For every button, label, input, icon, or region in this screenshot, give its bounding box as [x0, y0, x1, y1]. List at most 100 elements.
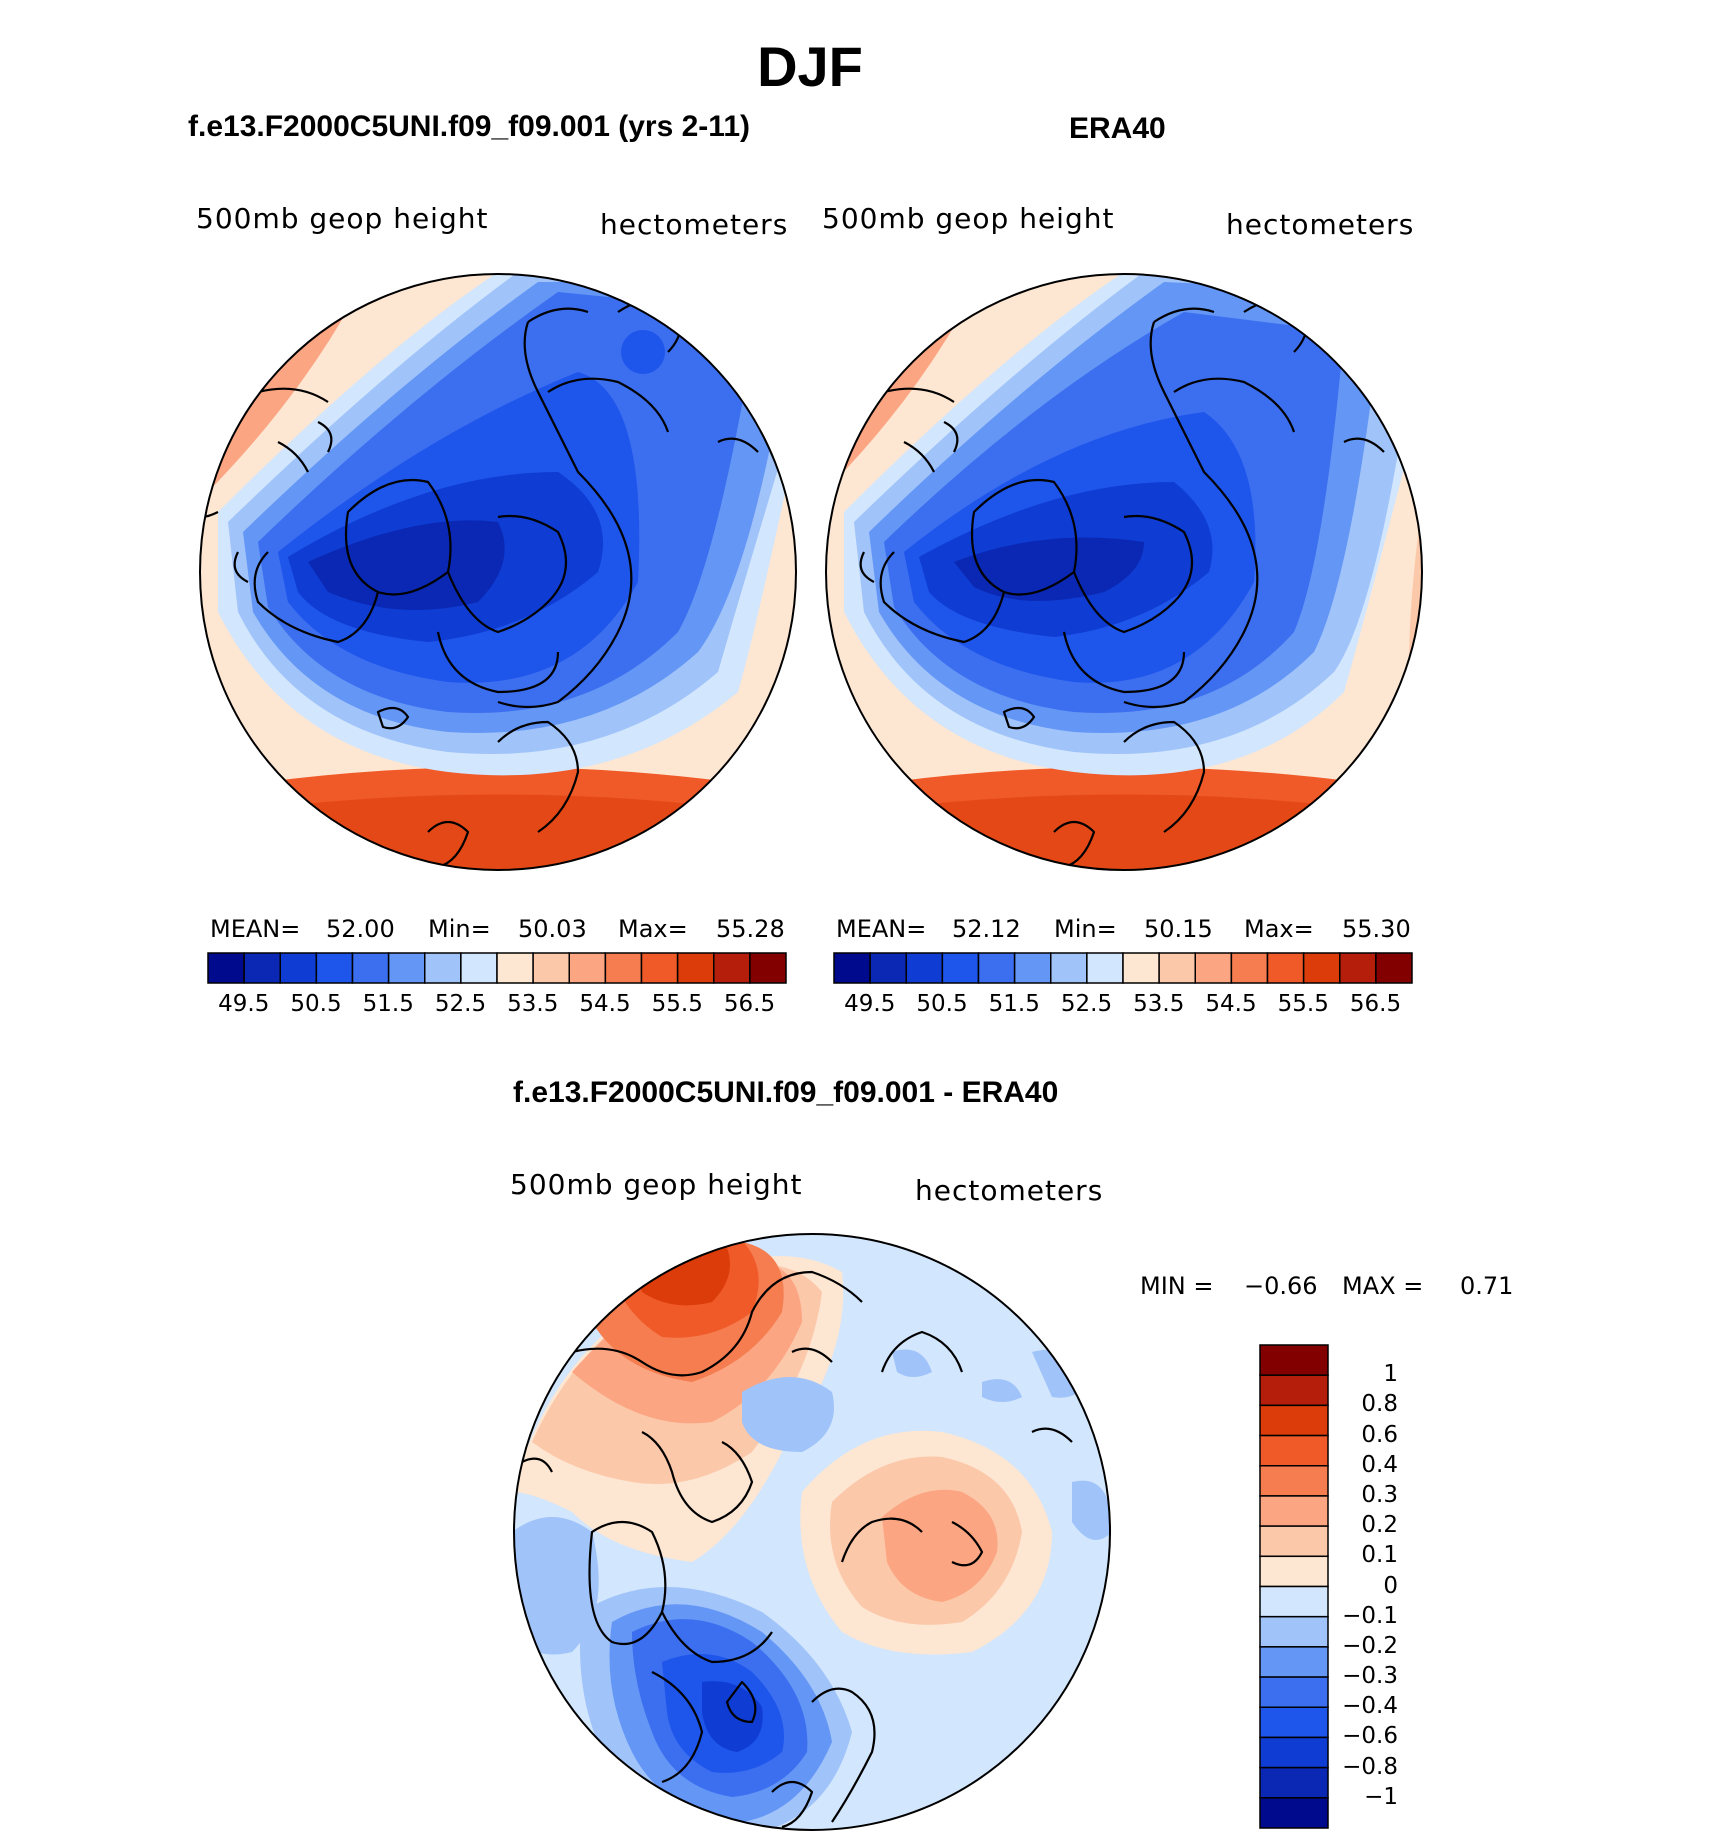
- era40-max-label: Max=: [1244, 915, 1314, 943]
- model-min-value: 50.03: [518, 915, 587, 943]
- model-colorbar-swatch-2: [279, 952, 318, 984]
- model-max-label: Max=: [618, 915, 688, 943]
- diff-polar-map: [513, 1233, 1111, 1831]
- diff-colorbar-tick-label: 0.8: [1361, 1391, 1398, 1418]
- model-colorbar-swatch-9: [532, 952, 570, 984]
- diff-min-value: −0.66: [1244, 1272, 1318, 1300]
- diff-colorbar-swatch-9: [1259, 1615, 1329, 1648]
- era40-colorbar-swatch-6: [1050, 952, 1088, 984]
- diff-colorbar-tick-label: −0.1: [1342, 1602, 1398, 1629]
- era40-colorbar-tick-label: 56.5: [1349, 991, 1402, 1017]
- era40-mean-label: MEAN=: [836, 915, 927, 943]
- model-colorbar: [207, 952, 787, 984]
- diff-max-label: MAX =: [1342, 1272, 1424, 1300]
- diff-colorbar-tick-label: −0.2: [1342, 1632, 1398, 1659]
- diff-colorbar-swatch-1: [1259, 1374, 1329, 1407]
- diff-colorbar-swatch-13: [1259, 1736, 1329, 1769]
- era40-colorbar-swatch-3: [941, 952, 980, 984]
- diff-max-value: 0.71: [1460, 1272, 1514, 1300]
- diff-colorbar-swatch-2: [1259, 1404, 1329, 1437]
- era40-colorbar-swatch-10: [1194, 952, 1233, 984]
- era40-panel-title: ERA40: [1069, 112, 1166, 145]
- diff-colorbar-tick-label: 0.1: [1361, 1542, 1398, 1569]
- model-panel-title: f.e13.F2000C5UNI.f09_f09.001 (yrs 2-11): [188, 110, 751, 143]
- era40-colorbar-tick-label: 53.5: [1133, 991, 1185, 1017]
- diff-colorbar-tick-label: −0.4: [1342, 1693, 1398, 1720]
- era40-colorbar-swatch-9: [1158, 952, 1196, 984]
- era40-max-value: 55.30: [1342, 915, 1411, 943]
- diff-colorbar-tick-label: 1: [1383, 1361, 1398, 1388]
- model-colorbar-swatch-11: [604, 952, 643, 984]
- era40-colorbar-swatch-12: [1266, 952, 1305, 984]
- era40-colorbar-tick-label: 50.5: [916, 991, 968, 1017]
- diff-colorbar-swatch-11: [1259, 1676, 1329, 1708]
- diff-colorbar-swatch-3: [1259, 1434, 1329, 1467]
- diff-colorbar-tick-label: −0.8: [1342, 1753, 1398, 1780]
- era40-colorbar-tick-label: 54.5: [1205, 991, 1257, 1017]
- diff-units-label: hectometers: [915, 1174, 1104, 1207]
- diff-colorbar-swatch-0: [1259, 1344, 1329, 1376]
- model-colorbar-swatch-8: [496, 952, 534, 984]
- diff-colorbar-tick-label: −0.3: [1342, 1663, 1398, 1690]
- model-colorbar-swatch-7: [460, 952, 498, 984]
- diff-colorbar-swatch-14: [1259, 1766, 1329, 1799]
- model-colorbar-swatch-12: [640, 952, 679, 984]
- model-colorbar-tick-label: 50.5: [290, 991, 342, 1017]
- era40-colorbar-tick-label: 55.5: [1277, 991, 1329, 1017]
- model-colorbar-swatch-1: [243, 952, 281, 984]
- model-colorbar-swatch-13: [676, 952, 715, 984]
- diff-colorbar-swatch-7: [1259, 1555, 1329, 1588]
- era40-colorbar-swatch-15: [1375, 952, 1413, 984]
- era40-colorbar-swatch-2: [905, 952, 944, 984]
- era40-colorbar-swatch-14: [1339, 952, 1377, 984]
- model-colorbar-tick-label: 54.5: [579, 991, 631, 1017]
- era40-mean-value: 52.12: [952, 915, 1021, 943]
- model-colorbar-swatch-0: [207, 952, 245, 984]
- diff-colorbar-swatch-5: [1259, 1495, 1329, 1527]
- diff-colorbar-tick-label: 0.3: [1361, 1481, 1398, 1508]
- diff-colorbar-swatch-12: [1259, 1706, 1329, 1739]
- diff-colorbar: [1259, 1344, 1329, 1829]
- model-colorbar-swatch-3: [315, 952, 354, 984]
- era40-min-value: 50.15: [1144, 915, 1213, 943]
- model-max-value: 55.28: [716, 915, 785, 943]
- diff-field-label: 500mb geop height: [510, 1168, 803, 1201]
- era40-polar-map: [825, 273, 1423, 871]
- model-colorbar-swatch-14: [713, 952, 751, 984]
- model-colorbar-swatch-15: [749, 952, 787, 984]
- era40-colorbar-swatch-8: [1122, 952, 1160, 984]
- model-colorbar-swatch-4: [351, 952, 390, 984]
- diff-min-label: MIN =: [1140, 1272, 1214, 1300]
- era40-units-label: hectometers: [1226, 208, 1415, 241]
- model-colorbar-swatch-6: [424, 952, 462, 984]
- diff-colorbar-swatch-8: [1259, 1585, 1329, 1618]
- model-colorbar-tick-label: 56.5: [723, 991, 776, 1017]
- diff-colorbar-swatch-10: [1259, 1646, 1329, 1678]
- diff-colorbar-tick-label: 0.4: [1361, 1451, 1398, 1478]
- model-colorbar-tick-label: 55.5: [651, 991, 703, 1017]
- diff-colorbar-tick-label: 0.6: [1361, 1421, 1398, 1448]
- model-colorbar-tick-label: 51.5: [362, 991, 414, 1017]
- model-colorbar-tick-label: 49.5: [218, 991, 270, 1017]
- diff-colorbar-tick-label: 0.2: [1361, 1512, 1398, 1539]
- diff-colorbar-tick-label: −1: [1364, 1783, 1398, 1810]
- era40-colorbar-tick-label: 52.5: [1060, 991, 1113, 1017]
- era40-colorbar-swatch-5: [1013, 952, 1052, 984]
- model-colorbar-tick-label: 52.5: [434, 991, 487, 1017]
- model-colorbar-swatch-5: [387, 952, 426, 984]
- diff-colorbar-tick-label: 0: [1383, 1572, 1398, 1599]
- diff-colorbar-tick-label: −0.6: [1342, 1723, 1398, 1750]
- model-field-label: 500mb geop height: [196, 202, 489, 235]
- era40-colorbar-swatch-11: [1230, 952, 1269, 984]
- model-polar-map: [199, 273, 797, 871]
- model-colorbar-swatch-10: [568, 952, 607, 984]
- model-mean-value: 52.00: [326, 915, 395, 943]
- model-colorbar-tick-label: 53.5: [507, 991, 559, 1017]
- model-mean-label: MEAN=: [210, 915, 301, 943]
- model-units-label: hectometers: [600, 208, 789, 241]
- era40-field-label: 500mb geop height: [822, 202, 1115, 235]
- diff-colorbar-swatch-4: [1259, 1465, 1329, 1497]
- era40-colorbar-swatch-0: [833, 952, 871, 984]
- era40-colorbar-swatch-4: [977, 952, 1016, 984]
- diff-panel-title: f.e13.F2000C5UNI.f09_f09.001 - ERA40: [513, 1076, 1059, 1109]
